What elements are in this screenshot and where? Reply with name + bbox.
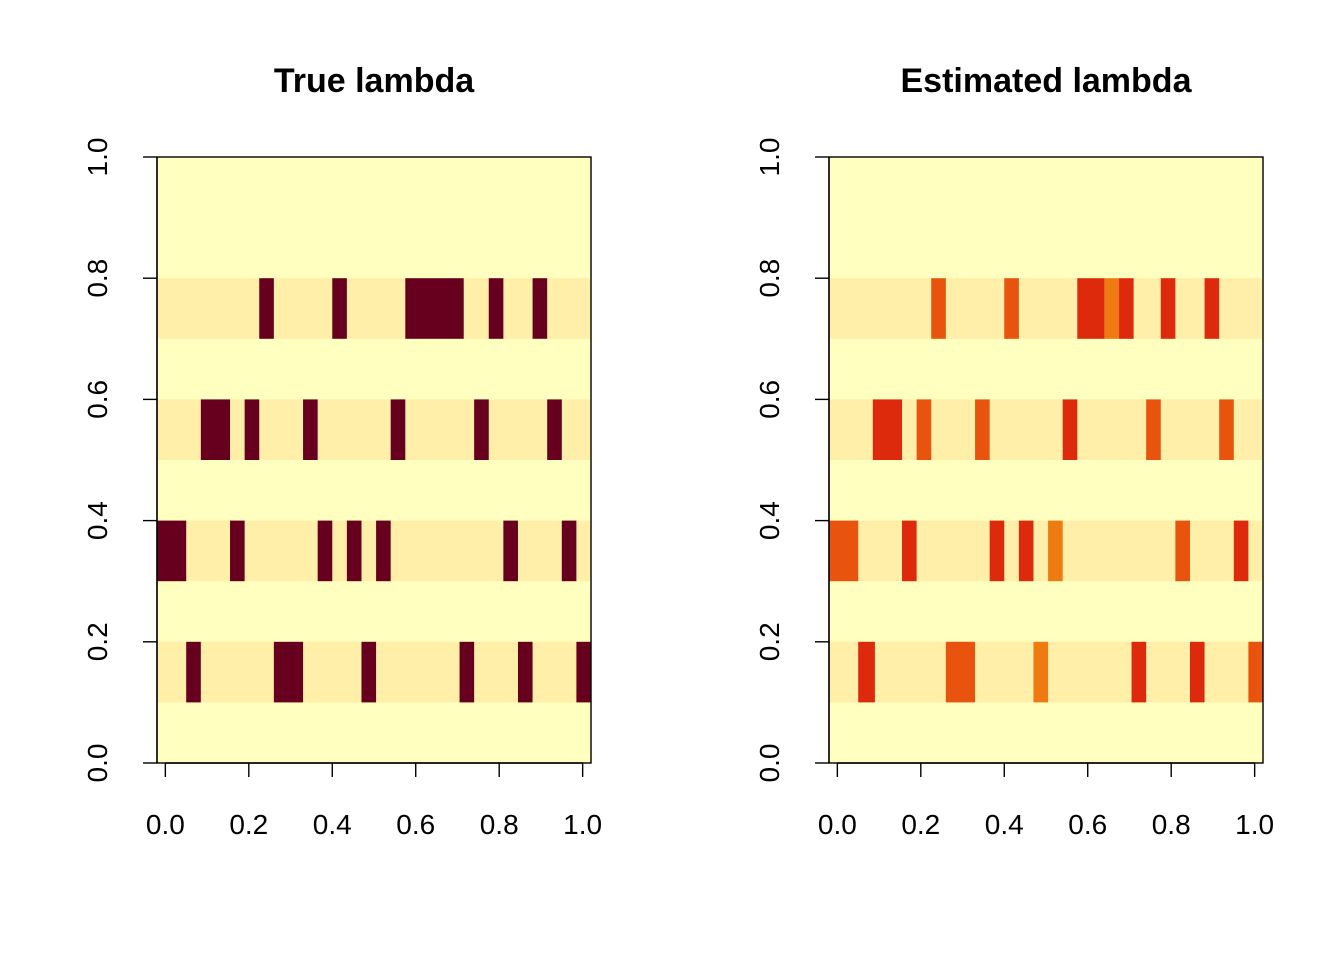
- y-tick-label: 0.0: [754, 744, 785, 783]
- y-tick-label: 0.2: [82, 622, 113, 661]
- heatmap-cell: [561, 520, 577, 582]
- heatmap-cell: [829, 520, 859, 582]
- heatmap-cell: [186, 641, 201, 703]
- heatmap-cell: [858, 641, 875, 703]
- heatmap-cell: [517, 641, 533, 703]
- heatmap-cell: [1204, 278, 1220, 339]
- y-tick-label: 0.0: [82, 744, 113, 783]
- heatmap-cell: [1018, 520, 1034, 582]
- heatmap-cell: [474, 399, 489, 460]
- heatmap-cell: [230, 520, 245, 582]
- heatmap-cell: [346, 520, 362, 582]
- heatmap-cell: [872, 399, 903, 460]
- heatmap-cell: [488, 278, 504, 339]
- heatmap-cell: [916, 399, 932, 460]
- y-tick-label: 0.6: [754, 380, 785, 419]
- heatmap-cell: [902, 520, 917, 582]
- heatmap-cell: [1104, 278, 1120, 339]
- x-tick-label: 0.4: [985, 809, 1024, 840]
- x-tick-label: 0.4: [313, 809, 352, 840]
- heatmap-cell: [1160, 278, 1176, 339]
- heatmap-cell: [376, 520, 391, 582]
- heatmap-cell: [989, 520, 1005, 582]
- heatmap-cell: [1048, 520, 1063, 582]
- true-lambda-title: True lambda: [274, 62, 475, 100]
- heatmap-band: [157, 278, 591, 339]
- heatmap-cell: [303, 399, 318, 460]
- heatmap-cell: [1004, 278, 1019, 339]
- x-tick-label: 0.2: [229, 809, 268, 840]
- heatmap-band: [829, 278, 1263, 339]
- heatmap-cell: [1233, 520, 1249, 582]
- y-tick-label: 0.6: [82, 380, 113, 419]
- heatmap-cell: [405, 278, 464, 339]
- heatmap-cell: [532, 278, 548, 339]
- x-tick-label: 0.8: [480, 809, 519, 840]
- heatmap-cell: [273, 641, 304, 703]
- y-tick-label: 0.4: [754, 501, 785, 540]
- x-tick-label: 0.2: [901, 809, 940, 840]
- heatmap-cell: [390, 399, 406, 460]
- x-tick-label: 1.0: [1235, 809, 1274, 840]
- heatmap-cell: [975, 399, 990, 460]
- x-tick-label: 0.0: [818, 809, 857, 840]
- x-tick-label: 0.8: [1152, 809, 1191, 840]
- y-tick-label: 1.0: [82, 138, 113, 177]
- heatmap-band: [157, 520, 591, 582]
- heatmap-cell: [547, 399, 562, 460]
- x-tick-label: 0.6: [396, 809, 435, 840]
- heatmap-cell: [945, 641, 976, 703]
- y-tick-label: 1.0: [754, 138, 785, 177]
- x-tick-label: 1.0: [563, 809, 602, 840]
- heatmap-cell: [259, 278, 274, 339]
- heatmap-band: [829, 520, 1263, 582]
- heatmap-cell: [1119, 278, 1134, 339]
- heatmap-cell: [1189, 641, 1205, 703]
- heatmap-cell: [459, 641, 475, 703]
- heatmap-cell: [1131, 641, 1147, 703]
- heatmap-cell: [931, 278, 946, 339]
- heatmap-cell: [1219, 399, 1234, 460]
- heatmap-cell: [1248, 641, 1263, 703]
- heatmap-cell: [503, 520, 518, 582]
- heatmap-cell: [1077, 278, 1105, 339]
- heatmap-cell: [576, 641, 591, 703]
- y-tick-label: 0.8: [754, 259, 785, 298]
- heatmap-cell: [200, 399, 231, 460]
- estimated-lambda-title: Estimated lambda: [901, 62, 1193, 100]
- estimated-lambda-panel: Estimated lambda 0.0 0.2 0.4 0.6 0.8 1.0 0.0 0.…: [754, 62, 1274, 840]
- heatmap-cell: [317, 520, 333, 582]
- heatmap-cell: [1062, 399, 1078, 460]
- y-tick-label: 0.4: [82, 501, 113, 540]
- heatmap-cell: [332, 278, 347, 339]
- heatmap-cell: [1175, 520, 1190, 582]
- heatmap-cell: [361, 641, 377, 703]
- heatmap-cell: [1146, 399, 1161, 460]
- heatmap-cell: [244, 399, 260, 460]
- x-tick-label: 0.0: [146, 809, 185, 840]
- heatmap-cell: [1033, 641, 1049, 703]
- y-tick-label: 0.2: [754, 622, 785, 661]
- x-tick-label: 0.6: [1068, 809, 1107, 840]
- heatmap-cell: [157, 520, 187, 582]
- y-tick-label: 0.8: [82, 259, 113, 298]
- true-lambda-panel: True lambda 0.0 0.2 0.4 0.6 0.8 1.0 0.0 0.2 0.4 0…: [82, 62, 602, 840]
